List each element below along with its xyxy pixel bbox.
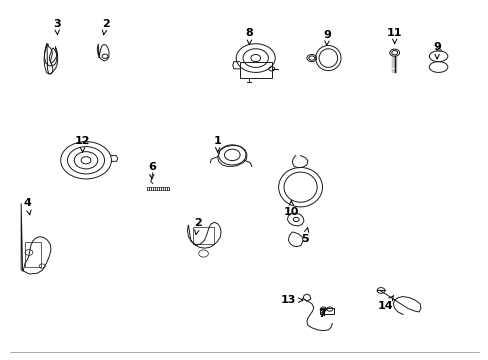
- Text: 2: 2: [102, 19, 109, 35]
- Text: 1: 1: [213, 136, 221, 152]
- Text: 7: 7: [318, 310, 325, 319]
- Text: 3: 3: [53, 19, 61, 35]
- Text: 8: 8: [245, 28, 253, 44]
- Text: 5: 5: [301, 228, 308, 244]
- Bar: [320, 308, 333, 315]
- Bar: [25, 242, 41, 267]
- Text: 2: 2: [194, 218, 202, 234]
- Bar: [239, 62, 271, 78]
- Bar: [193, 226, 213, 244]
- Text: 10: 10: [283, 201, 298, 217]
- Text: 13: 13: [280, 295, 302, 305]
- Text: 4: 4: [23, 198, 31, 215]
- Text: 9: 9: [323, 30, 331, 46]
- Text: 6: 6: [147, 162, 156, 179]
- Text: 12: 12: [75, 136, 90, 152]
- Text: 11: 11: [386, 28, 402, 44]
- Text: 9: 9: [432, 42, 440, 59]
- Text: 14: 14: [377, 296, 393, 311]
